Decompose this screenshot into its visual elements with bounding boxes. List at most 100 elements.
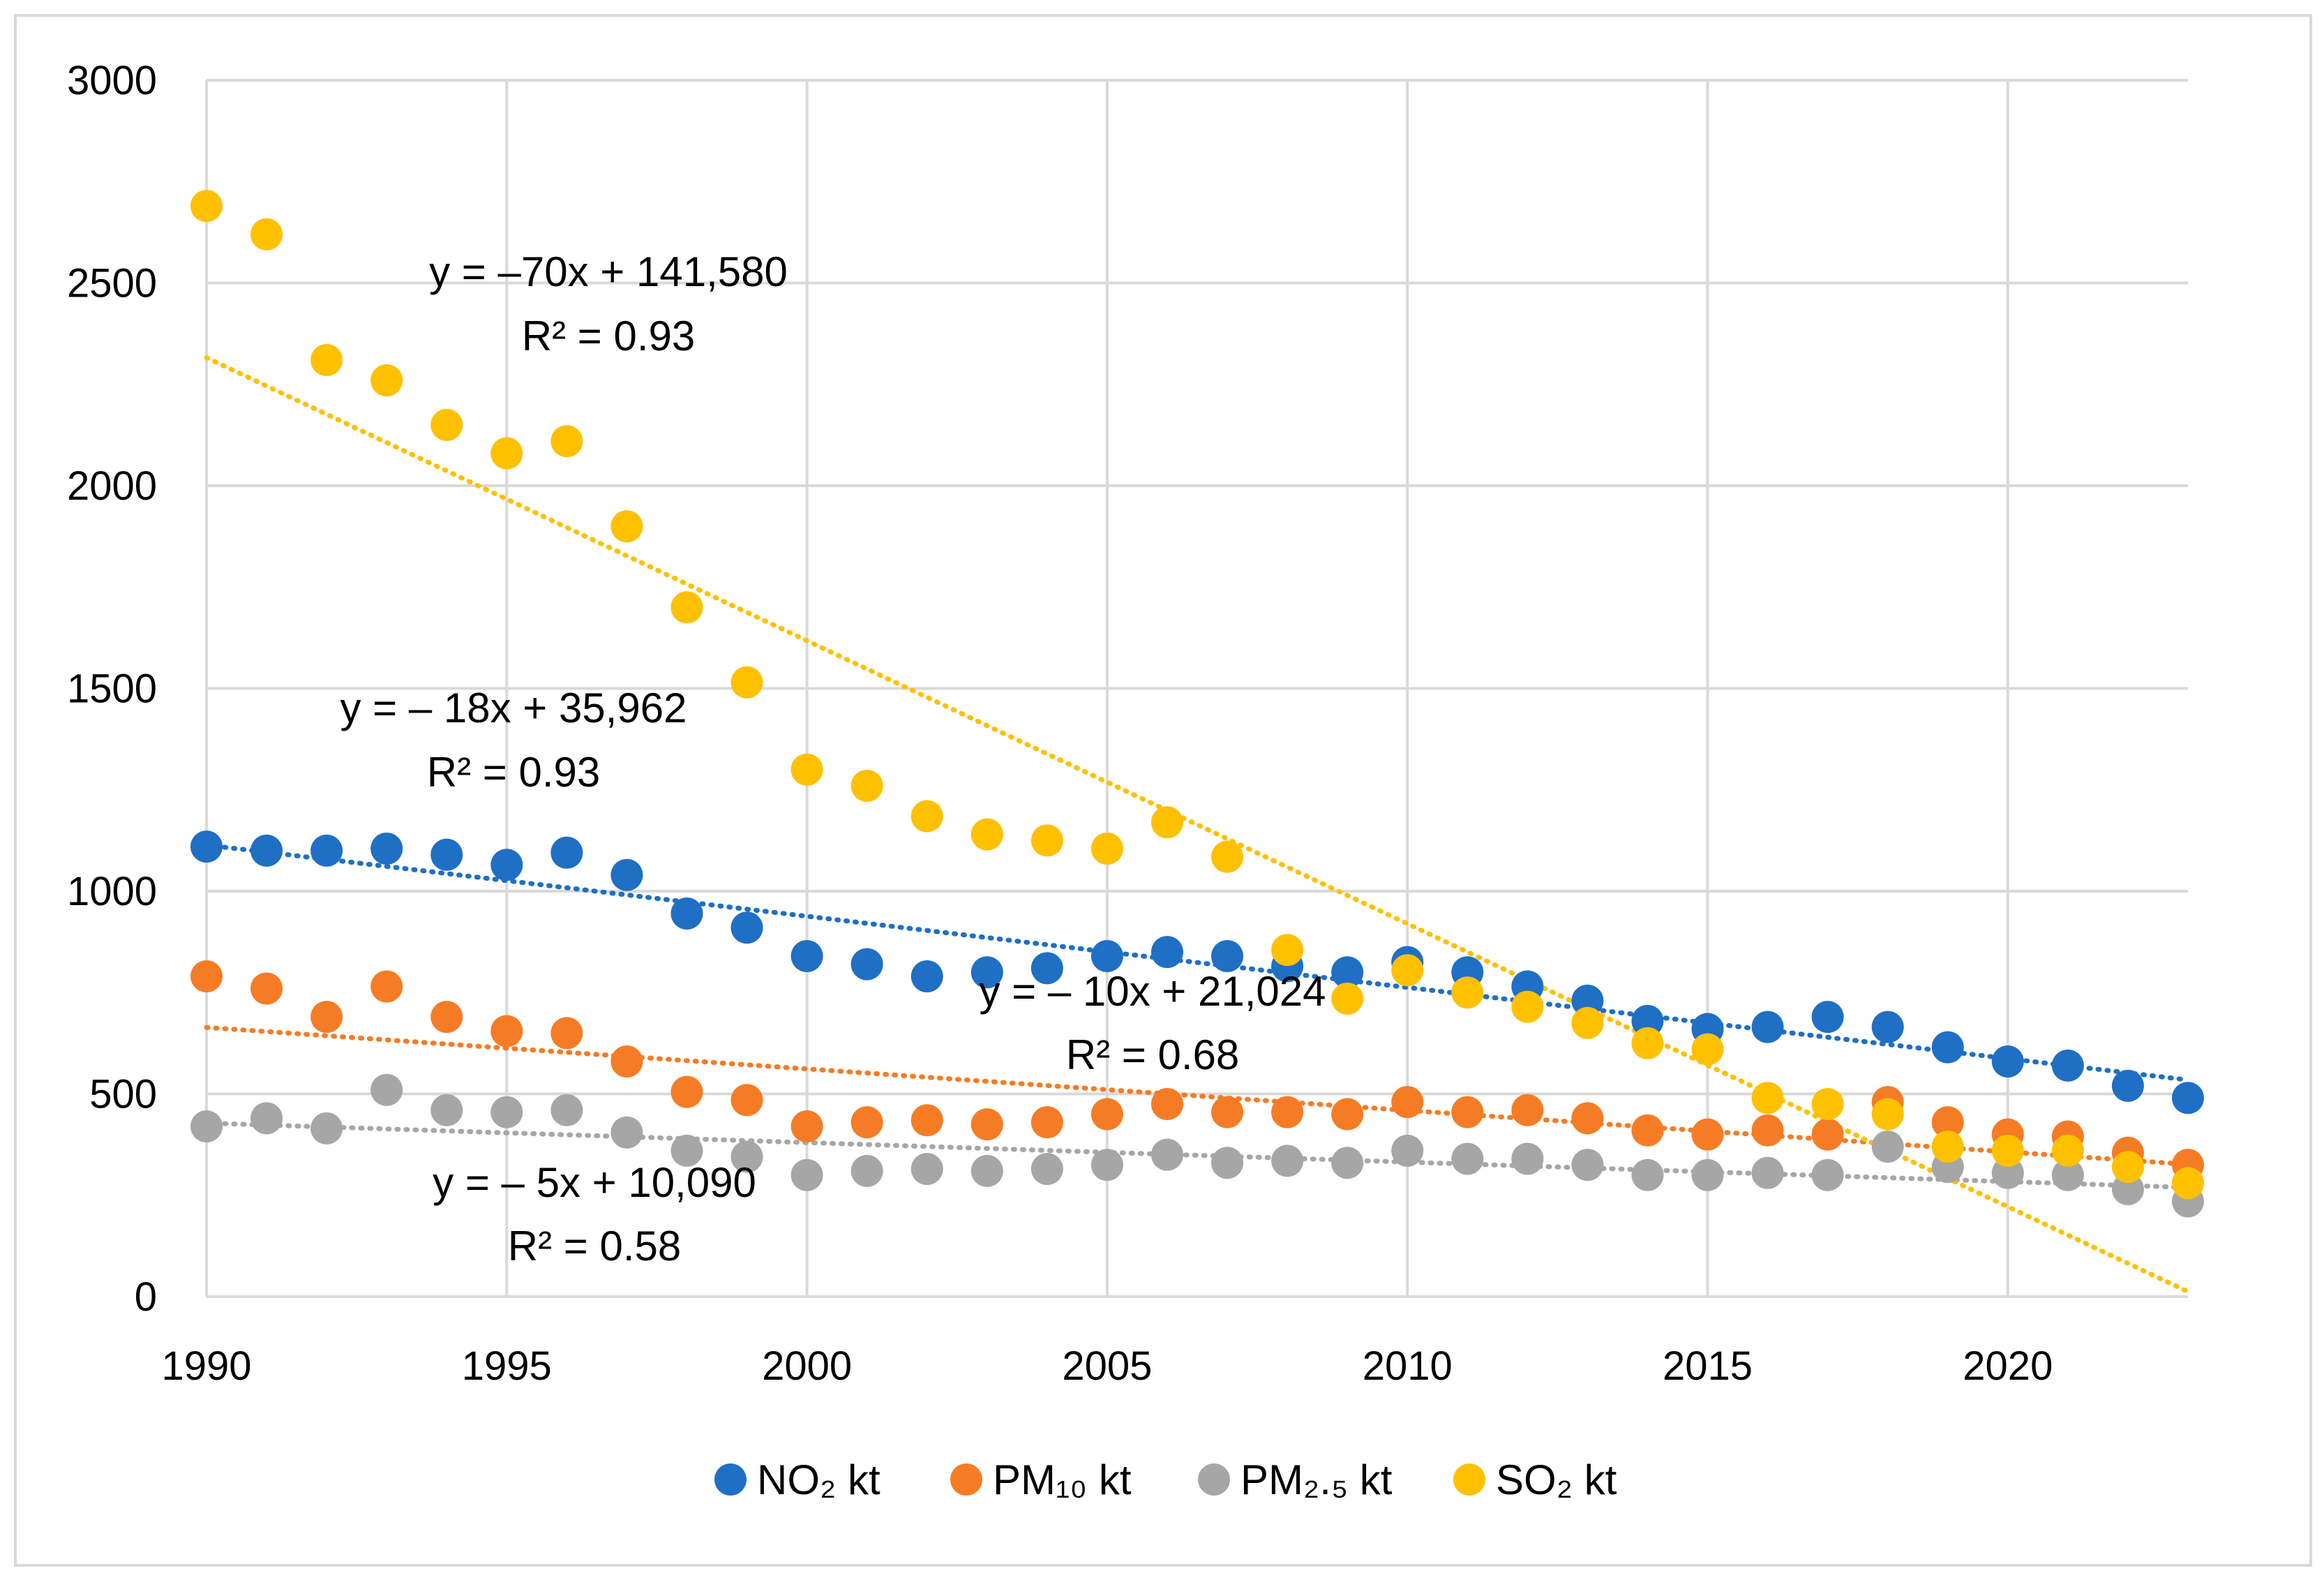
trendline-series-2 [204,1120,2191,1191]
data-point [1571,1102,1604,1135]
data-point [1030,824,1063,857]
data-point [670,1134,703,1167]
legend-label-series-0: NO₂ kt [757,1456,880,1503]
data-point [1931,1106,1964,1139]
data-point [1090,1149,1123,1182]
data-point [430,1094,463,1126]
data-point [1811,1158,1844,1191]
data-point [2051,1134,2084,1167]
legend-label-series-3: SO₂ kt [1496,1456,1617,1503]
data-point [430,1001,463,1034]
data-point [1811,1001,1844,1034]
data-point [1150,1088,1183,1121]
legend-marker-series-3 [1453,1463,1485,1496]
data-point [670,1075,703,1108]
y-tick-label-1000: 1000 [67,869,157,914]
y-tick-label-0: 0 [135,1274,157,1320]
data-point [1691,1158,1724,1191]
data-point [430,838,463,871]
data-point [2172,1082,2204,1115]
data-point [1331,982,1364,1015]
data-point [2111,1069,2144,1102]
data-point [190,190,223,223]
data-point [1211,840,1244,873]
x-tick-label-2020: 2020 [1963,1343,2053,1389]
x-tick-label-2010: 2010 [1363,1343,1453,1389]
data-point [2051,1158,2084,1191]
data-point [910,1152,943,1185]
data-point [730,911,763,944]
data-point [910,800,943,833]
data-point [370,832,403,865]
data-point [1931,1131,1964,1163]
data-point [550,1017,583,1050]
trendline-series-0 [204,842,2191,1082]
legend-item-series-1: PM₁₀ kt [950,1456,1132,1503]
x-tick-label-2000: 2000 [762,1343,852,1389]
data-point [430,408,463,441]
data-point [730,666,763,699]
data-point [2172,1167,2204,1200]
data-point [730,1140,763,1173]
trend-equation-series-0: y = – 18x + 35,962 [340,685,687,731]
data-point [490,437,523,470]
data-point [850,1106,883,1139]
data-point [790,1158,823,1191]
chart-border [14,14,2312,1567]
data-point [1391,1086,1424,1119]
grid-layer [205,79,2188,1298]
data-point [1150,936,1183,969]
data-point [790,753,823,786]
trend-r2-series-1: R² = 0.68 [1066,1031,1239,1078]
data-point [1631,1004,1664,1037]
data-point [1451,976,1484,1009]
data-point [490,1015,523,1048]
y-tick-label-3000: 3000 [67,58,157,103]
data-point [1331,1098,1364,1131]
data-point [1271,1145,1304,1177]
series-1-points [190,960,2204,1182]
data-point [550,836,583,869]
data-point [850,1154,883,1187]
data-point [1751,1114,1784,1147]
data-point [1691,1033,1724,1066]
data-point [1751,1082,1784,1115]
data-point [970,1108,1003,1141]
legend-marker-series-0 [714,1463,747,1496]
data-point [670,897,703,930]
trend-equation-series-1: y = – 10x + 21,024 [979,968,1326,1015]
data-point [910,960,943,993]
data-point [1090,1098,1123,1131]
legend-marker-series-2 [1198,1463,1230,1496]
data-point [1331,956,1364,989]
data-point [1391,1134,1424,1167]
data-point [1150,806,1183,839]
data-point [970,818,1003,851]
data-point [370,364,403,396]
legend-item-series-2: PM₂.₅ kt [1198,1456,1393,1503]
data-point [790,939,823,972]
point-layer [190,190,2204,1218]
data-point [970,1154,1003,1187]
data-point [1631,1114,1664,1147]
data-point [1150,1138,1183,1171]
legend: NO₂ kt PM₁₀ kt PM₂.₅ kt SO₂ kt [714,1456,1617,1503]
data-point [1811,1088,1844,1121]
data-point [1871,1011,1904,1043]
data-point [310,1112,343,1145]
data-point [1211,1096,1244,1128]
data-point [1511,1094,1544,1126]
data-point [1931,1031,1964,1064]
trend-layer [204,355,2191,1295]
trendline-series-3 [204,355,2191,1295]
data-point [190,830,223,863]
trend-r2-series-3: R² = 0.93 [522,313,695,359]
data-point [310,834,343,867]
data-point [190,960,223,993]
data-point [250,218,283,251]
data-point [730,1084,763,1117]
data-point [250,972,283,1005]
data-point [1391,954,1424,987]
